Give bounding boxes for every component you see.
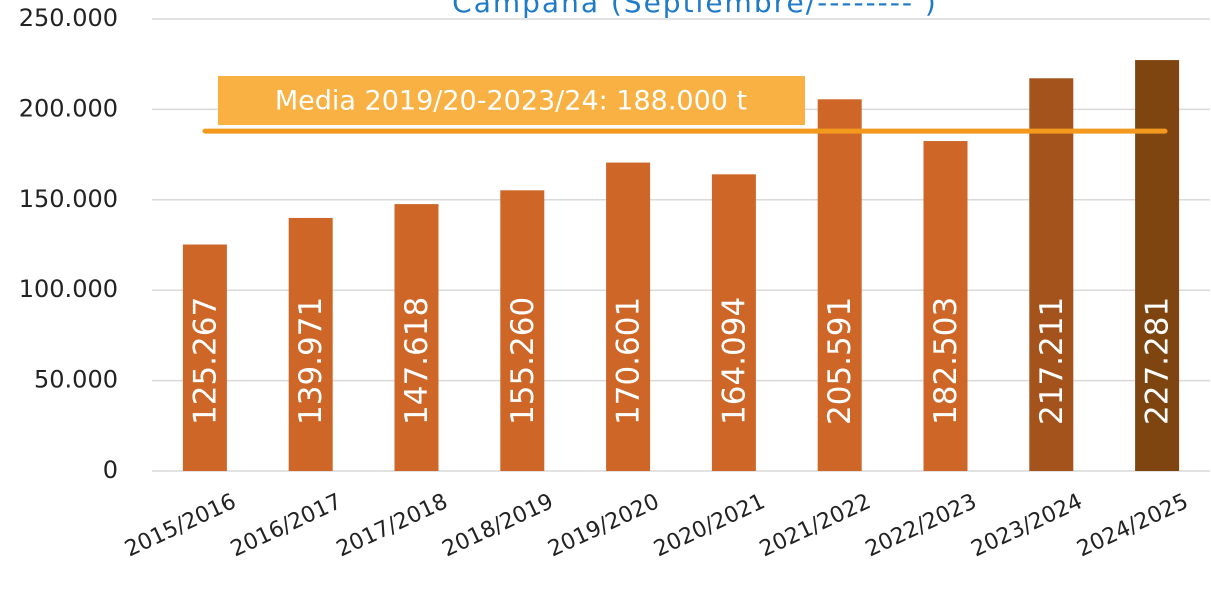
bar	[1135, 60, 1180, 471]
value-label: 155.260	[505, 297, 541, 425]
bar	[394, 204, 439, 471]
x-tick-label: 2015/2016	[121, 489, 240, 562]
value-label: 170.601	[611, 297, 647, 425]
bar	[1029, 78, 1074, 472]
x-tick-label: 2016/2017	[227, 489, 346, 562]
value-label: 205.591	[822, 297, 858, 425]
value-label: 217.211	[1034, 297, 1070, 425]
x-tick-label: 2020/2021	[650, 489, 769, 562]
x-tick-label: 2023/2024	[968, 489, 1087, 562]
x-tick-label: 2018/2019	[439, 489, 558, 562]
bar	[606, 162, 651, 471]
x-tick-label: 2024/2025	[1073, 489, 1192, 562]
reference-label-box	[218, 76, 805, 125]
bar	[817, 99, 862, 471]
y-tick-label: 200.000	[19, 94, 118, 122]
y-tick-label: 0	[103, 456, 118, 484]
value-label: 139.971	[293, 297, 329, 425]
value-label: 164.094	[716, 297, 752, 425]
x-tick-label: 2019/2020	[544, 489, 663, 562]
chart-title: Campaña (Septiembre/-------- )	[452, 0, 938, 19]
bar	[923, 141, 968, 471]
value-label: 227.281	[1140, 297, 1176, 425]
y-tick-label: 250.000	[19, 4, 118, 32]
reference-label: Media 2019/20-2023/24: 188.000 t	[275, 86, 747, 117]
bar	[288, 217, 333, 471]
value-label: 182.503	[928, 297, 964, 425]
y-tick-label: 100.000	[19, 275, 118, 303]
y-tick-label: 150.000	[19, 185, 118, 213]
value-label: 147.618	[399, 297, 435, 425]
x-tick-label: 2021/2022	[756, 489, 875, 562]
bar	[500, 190, 545, 471]
x-tick-label: 2022/2023	[862, 489, 981, 562]
bar	[182, 244, 227, 471]
value-label: 125.267	[187, 297, 223, 425]
y-tick-label: 50.000	[34, 366, 118, 394]
x-tick-label: 2017/2018	[333, 489, 452, 562]
bar	[711, 174, 756, 471]
